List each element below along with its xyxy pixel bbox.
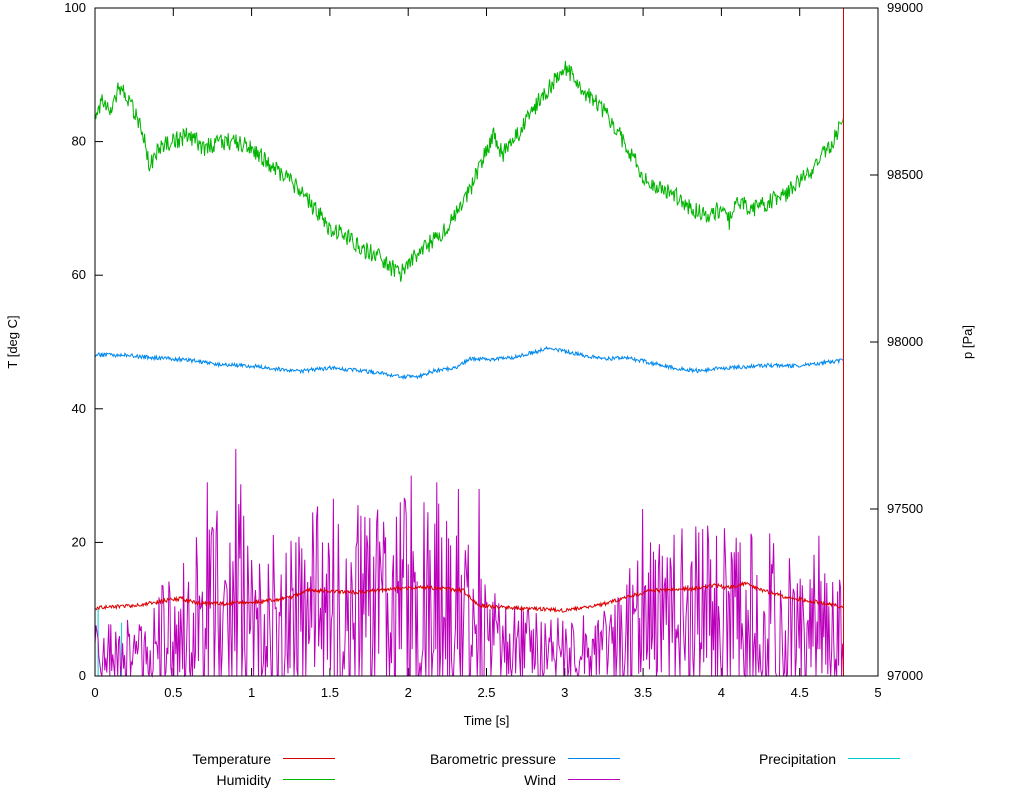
x-tick-label: 5 xyxy=(874,685,881,700)
legend-item-humidity: Humidity xyxy=(110,769,335,790)
series-barometric-pressure xyxy=(94,345,844,380)
series-wind xyxy=(94,448,844,678)
legend-item-temperature: Temperature xyxy=(110,748,335,769)
y-left-tick-label: 100 xyxy=(64,0,86,15)
y-left-tick-label: 80 xyxy=(72,134,86,149)
x-tick-label: 4.5 xyxy=(791,685,809,700)
legend-label-humidity: Humidity xyxy=(216,771,271,788)
y-right-axis-title: p [Pa] xyxy=(960,325,975,359)
legend-label-wind: Wind xyxy=(524,771,556,788)
y-right-tick-label: 98000 xyxy=(887,334,923,349)
legend-line-precipitation xyxy=(848,758,900,759)
y-left-axis-title: T [deg C] xyxy=(5,315,20,368)
legend-item-barometric-pressure: Barometric pressure xyxy=(335,748,620,769)
legend-line-barometric-pressure xyxy=(568,758,620,759)
chart-legend: Temperature Barometric pressure Precipit… xyxy=(110,748,900,790)
legend-line-humidity xyxy=(283,779,335,780)
y-right-tick-label: 97000 xyxy=(887,668,923,683)
legend-label-precipitation: Precipitation xyxy=(758,750,836,767)
y-left-tick-label: 60 xyxy=(72,267,86,282)
x-tick-label: 1.5 xyxy=(321,685,339,700)
series-humidity xyxy=(94,60,844,282)
legend-item-wind: Wind xyxy=(335,769,620,790)
x-tick-label: 3 xyxy=(561,685,568,700)
plot-border xyxy=(94,7,879,677)
plot-area: 0 0.5 1 1.5 2 2.5 3 3.5 4 4.5 5 0 20 40 60 80 100 97000 97… xyxy=(5,0,975,728)
y-right-tick-label: 99000 xyxy=(887,0,923,15)
legend-label-temperature: Temperature xyxy=(192,750,271,767)
x-tick-label: 2.5 xyxy=(477,685,495,700)
y-left-tick-label: 0 xyxy=(79,668,86,683)
series-temperature xyxy=(94,8,844,676)
x-tick-label: 0 xyxy=(91,685,98,700)
x-tick-label: 1 xyxy=(248,685,255,700)
x-axis-title: Time [s] xyxy=(464,713,510,728)
y-left-tick-label: 20 xyxy=(72,534,86,549)
legend-label-barometric-pressure: Barometric pressure xyxy=(429,750,556,767)
x-tick-label: 3.5 xyxy=(634,685,652,700)
x-tick-label: 4 xyxy=(718,685,725,700)
legend-line-temperature xyxy=(283,758,335,759)
y-left-tick-label: 40 xyxy=(72,401,86,416)
x-tick-label: 0.5 xyxy=(164,685,182,700)
y-right-tick-label: 97500 xyxy=(887,501,923,516)
legend-item-precipitation: Precipitation xyxy=(620,748,900,769)
y-right-tick-label: 98500 xyxy=(887,167,923,182)
x-tick-label: 2 xyxy=(405,685,412,700)
legend-line-wind xyxy=(568,779,620,780)
